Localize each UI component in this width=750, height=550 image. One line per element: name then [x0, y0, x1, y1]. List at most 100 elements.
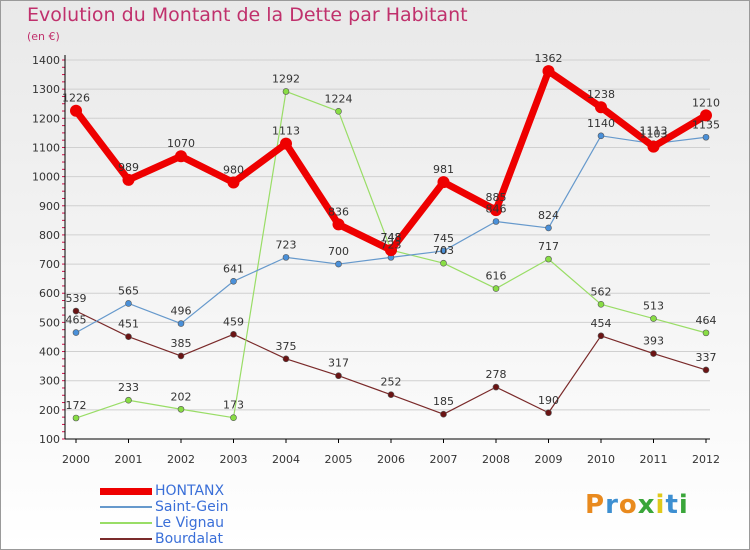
data-label: 836	[328, 205, 349, 218]
data-point	[230, 277, 237, 285]
y-tick-label: 1400	[32, 54, 60, 67]
data-label: 1140	[587, 117, 615, 130]
data-point	[280, 137, 292, 150]
data-point	[335, 260, 342, 268]
data-point	[332, 218, 345, 231]
data-label: 337	[696, 351, 717, 364]
data-label: 1070	[167, 137, 195, 150]
y-tick-label: 900	[39, 200, 60, 213]
data-label: 885	[486, 191, 507, 204]
axes: 1002003004005006007008009001000110012001…	[32, 54, 720, 466]
data-point	[492, 383, 500, 391]
data-point	[650, 315, 657, 322]
data-label: 496	[171, 305, 192, 318]
data-label: 278	[486, 368, 507, 381]
data-point	[650, 350, 657, 357]
data-point	[72, 414, 80, 422]
data-point	[177, 352, 185, 360]
data-label: 980	[223, 163, 244, 176]
data-label: 989	[118, 161, 139, 174]
data-point	[72, 329, 80, 336]
data-label: 513	[643, 300, 664, 313]
data-label: 1226	[62, 92, 90, 105]
data-point	[335, 372, 342, 380]
legend-swatch	[100, 487, 152, 495]
y-tick-label: 700	[39, 258, 60, 271]
series-layer	[70, 65, 712, 422]
y-tick-label: 800	[39, 229, 60, 242]
data-label: 393	[643, 335, 664, 348]
data-label: 748	[381, 231, 402, 244]
data-point	[125, 300, 132, 307]
chart-subtitle: (en €)	[27, 30, 60, 43]
data-point	[335, 108, 342, 115]
data-labels: 539 451 385 459 375 317 252 185 278 190 454 393 337 1…	[62, 52, 720, 412]
data-point	[282, 88, 290, 95]
y-tick-label: 1200	[32, 112, 60, 125]
logo-letter: x	[637, 490, 656, 520]
y-tick-label: 300	[39, 375, 60, 388]
data-label: 717	[538, 240, 559, 253]
chart-title: Evolution du Montant de la Dette par Hab…	[27, 4, 468, 26]
y-tick-label: 1000	[32, 171, 60, 184]
data-label: 1362	[535, 52, 563, 65]
legend-label: Bourdalat	[155, 531, 223, 547]
data-label: 745	[433, 232, 454, 245]
x-tick-label: 2007	[430, 453, 458, 466]
data-point	[702, 329, 710, 337]
data-point	[702, 366, 710, 374]
data-label: 981	[433, 163, 454, 176]
x-tick-label: 2010	[587, 453, 615, 466]
data-label: 824	[538, 209, 559, 222]
data-label: 565	[118, 284, 139, 297]
data-label: 1224	[325, 92, 353, 105]
data-label: 700	[328, 245, 349, 258]
data-point	[175, 150, 187, 163]
x-tick-label: 2005	[325, 453, 353, 466]
y-tick-label: 1100	[32, 141, 60, 154]
data-point	[545, 409, 552, 417]
data-label: 233	[118, 381, 139, 394]
data-label: 459	[223, 315, 244, 328]
data-point	[440, 247, 447, 255]
data-point	[492, 285, 500, 292]
data-point	[545, 224, 552, 232]
data-point	[122, 173, 135, 186]
data-label: 723	[276, 238, 297, 251]
data-label: 464	[696, 314, 717, 327]
data-label: 317	[328, 357, 349, 370]
data-label: 202	[171, 390, 192, 403]
y-tick-label: 500	[39, 316, 60, 329]
data-label: 451	[118, 318, 139, 331]
logo-letter: r	[605, 490, 619, 520]
data-point	[440, 259, 447, 267]
data-label: 454	[591, 317, 612, 330]
proxiti-logo: Proxiti	[585, 490, 689, 520]
data-point	[125, 333, 132, 340]
data-label: 252	[381, 376, 402, 389]
data-label: 846	[486, 203, 507, 216]
data-label: 1113	[640, 125, 668, 138]
data-point	[230, 414, 237, 422]
data-point	[437, 176, 450, 189]
y-tick-label: 1300	[32, 83, 60, 96]
data-label: 185	[433, 395, 454, 408]
data-point	[700, 109, 712, 122]
data-label: 1292	[272, 72, 300, 85]
x-tick-label: 2004	[272, 453, 300, 466]
data-point	[177, 320, 185, 327]
data-point	[230, 331, 237, 338]
x-tick-label: 2012	[692, 453, 720, 466]
data-point	[282, 254, 290, 261]
grid	[65, 59, 710, 440]
logo-letter: o	[618, 490, 638, 520]
data-point	[70, 104, 82, 117]
data-label: 375	[276, 340, 297, 353]
data-label: 1103	[640, 128, 668, 141]
data-label: 173	[223, 399, 244, 412]
legend-label: Le Vignau	[155, 515, 224, 531]
logo-letter: t	[665, 490, 679, 520]
y-tick-label: 600	[39, 287, 60, 300]
